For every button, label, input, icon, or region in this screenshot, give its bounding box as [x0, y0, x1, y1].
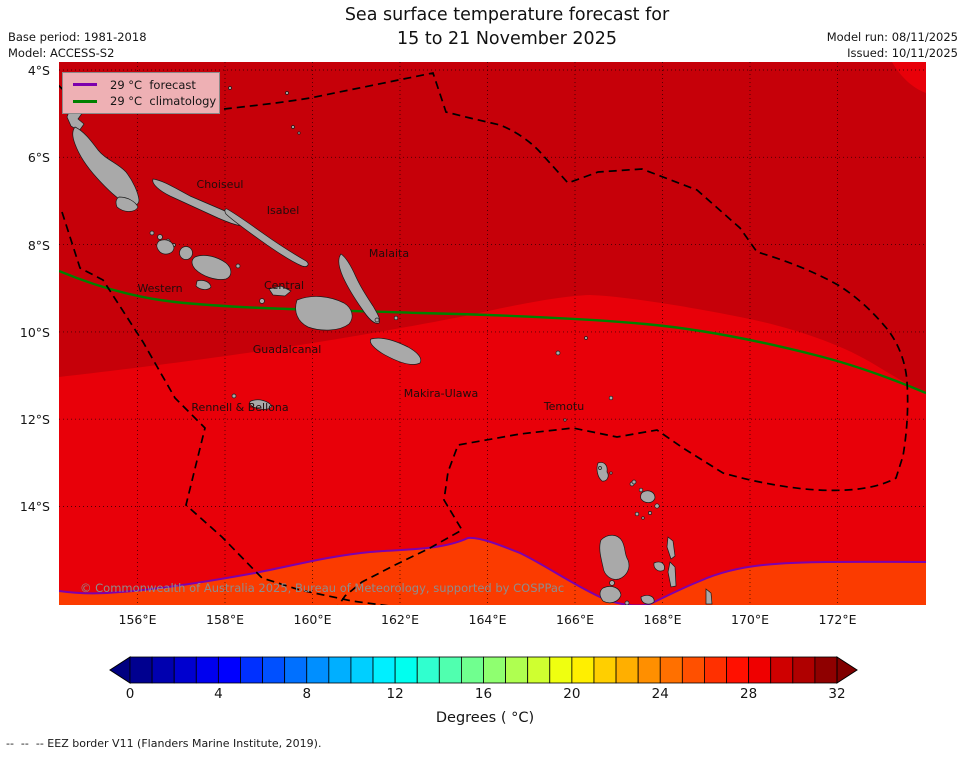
- colorbar-tick-16: 16: [474, 686, 493, 702]
- colorbar-tick-28: 28: [740, 686, 758, 702]
- base-period-text: Base period: 1981-2018: [8, 30, 147, 44]
- island-pentecost: [667, 561, 677, 588]
- island-label-guadalcanal: Guadalcanal: [253, 343, 322, 356]
- island-epi: [705, 588, 713, 605]
- contour-legend: 29 °C forecast 29 °C climatology: [62, 72, 220, 114]
- climatology-line-swatch: [73, 99, 97, 103]
- colorbar-tick-24: 24: [651, 686, 669, 702]
- island-label-rennell-bellona: Rennell & Bellona: [191, 401, 288, 414]
- copyright-text: © Commonwealth of Australia 2025, Bureau…: [80, 581, 564, 595]
- colorbar-label: Degrees ( °C): [435, 710, 535, 726]
- colorbar-tick-12: 12: [386, 686, 404, 702]
- figure-title: Sea surface temperature forecast for 15 …: [90, 3, 924, 51]
- colorbar-tick-8: 8: [302, 686, 312, 702]
- island-rendova: [195, 280, 212, 290]
- island-banks: [640, 490, 656, 503]
- lon-tick-160e: 160°E: [293, 612, 332, 627]
- island-kolombangara: [179, 246, 193, 260]
- island-malaita: [338, 253, 380, 324]
- lat-tick-14s: 14°S: [19, 499, 50, 514]
- island-label-western: Western: [137, 282, 182, 295]
- island-label-temotu: Temotu: [543, 400, 584, 413]
- eez-border-west: [61, 211, 389, 605]
- island-maewo: [666, 536, 676, 560]
- island-label-makira-ulawa: Makira-Ulawa: [404, 387, 478, 400]
- island-espiritu-santo: [599, 534, 630, 580]
- island-vella-lavella: [156, 239, 175, 255]
- issued-text: Issued: 10/11/2025: [847, 46, 958, 60]
- legend-label-forecast: 29 °C forecast: [110, 77, 196, 92]
- colorbar-tick-0: 0: [125, 686, 135, 702]
- island-bougainville-south: [115, 196, 139, 212]
- lon-tick-166e: 166°E: [555, 612, 595, 627]
- sst-band-28-29: [59, 295, 926, 605]
- lon-tick-162e: 162°E: [380, 612, 420, 627]
- island-label-choiseul: Choiseul: [197, 178, 244, 191]
- eez-footnote: -- -- -- EEZ border V11 (Flanders Marine…: [6, 737, 322, 750]
- lon-tick-168e: 168°E: [643, 612, 682, 627]
- meta-right: Model run: 08/11/2025 Issued: 10/11/2025: [827, 29, 958, 61]
- lat-tick-6s: 6°S: [27, 150, 50, 165]
- eez-border-main: [223, 72, 909, 605]
- island-label-malaita: Malaita: [369, 247, 409, 260]
- lon-tick-170e: 170°E: [730, 612, 770, 627]
- meta-left: Base period: 1981-2018 Model: ACCESS-S2: [8, 29, 147, 61]
- forecast-line-swatch: [73, 83, 97, 87]
- lat-tick-4s: 4°S: [27, 63, 50, 78]
- island-malakula: [599, 586, 622, 604]
- colorbar-tick-20: 20: [563, 686, 581, 702]
- sst-wedge-top-right: [892, 62, 926, 93]
- islands: [66, 86, 713, 605]
- island-ambae: [653, 561, 665, 572]
- island-florida: [268, 285, 292, 297]
- lon-tick-164e: 164°E: [468, 612, 507, 627]
- title-line-2: 15 to 21 November 2025: [397, 29, 617, 49]
- lon-tick-172e: 172°E: [818, 612, 857, 627]
- island-guadalcanal: [295, 296, 353, 331]
- legend-row-forecast: 29 °C forecast: [69, 78, 213, 92]
- island-labels: Choiseul Isabel Malaita Western Central …: [137, 178, 584, 414]
- lat-tick-12s: 12°S: [19, 412, 50, 427]
- legend-label-climatology: 29 °C climatology: [110, 94, 217, 109]
- lon-tick-158e: 158°E: [205, 612, 245, 627]
- island-label-isabel: Isabel: [267, 204, 300, 217]
- climatology-contour-line: [59, 269, 926, 395]
- island-label-central: Central: [264, 279, 304, 292]
- model-text: Model: ACCESS-S2: [8, 46, 115, 60]
- sst-map: Choiseul Isabel Malaita Western Central …: [59, 62, 926, 605]
- graticule: [59, 62, 926, 605]
- island-rennell: [249, 399, 273, 410]
- island-makira: [370, 337, 422, 365]
- island-santa-isabel: [224, 208, 309, 267]
- colorbar-tick-4: 4: [214, 686, 223, 702]
- lat-tick-8s: 8°S: [27, 238, 50, 253]
- legend-row-climatology: 29 °C climatology: [69, 94, 217, 109]
- island-new-georgia: [191, 255, 232, 280]
- lat-tick-10s: 10°S: [19, 325, 50, 340]
- model-run-text: Model run: 08/11/2025: [826, 30, 958, 44]
- island-ambrym: [640, 595, 655, 605]
- colorbar-tick-32: 32: [828, 686, 846, 702]
- island-bellona: [231, 393, 237, 399]
- lon-tick-156e: 156°E: [118, 612, 157, 627]
- title-line-1: Sea surface temperature forecast for: [344, 5, 670, 25]
- sst-band-27-28: [59, 537, 926, 605]
- forecast-contour-line: [59, 536, 926, 605]
